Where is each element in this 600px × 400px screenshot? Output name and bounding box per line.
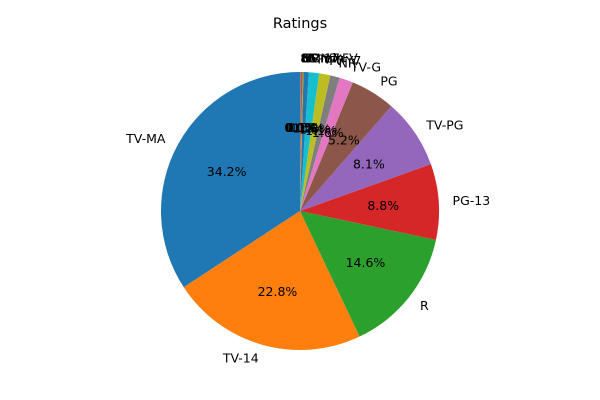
slice-percent-label: 0.1% [285,120,317,135]
slice-percent-label: 0.0% [284,120,316,135]
slice-percent-label: 1.6% [312,125,344,140]
pie-slice-tv-g [300,77,353,211]
slice-label: UR [302,51,320,66]
pie-slice-nc-17 [300,72,302,211]
slice-percent-label: 0.0% [285,120,317,135]
slice-label: NC-17 [301,51,340,66]
slice-percent-label: 8.8% [367,198,399,213]
pie-slice-tv-y7-fv [300,72,304,211]
slice-label: TV-Y7 [326,53,361,68]
slice-label: TV-MA [125,131,166,146]
slice-label: PG-13 [453,193,491,208]
slice-label: TV-PG [425,117,463,132]
slices-layer [160,72,439,350]
slice-label: PG [380,73,397,88]
pie-slice-pg [300,82,392,211]
pie-slice-r [300,211,436,337]
slice-label: TV-Y [314,51,341,66]
slice-percent-label: 1.1% [305,123,337,138]
slice-percent-label: 5.2% [328,133,360,148]
pie-slice-tv-y [300,72,320,211]
slice-label: TV-G [350,59,381,74]
slice-percent-label: 8.1% [353,156,385,171]
slice-percent-label: 1.3% [299,121,331,136]
slice-label: TV-Y7-FV [302,51,358,66]
pie-slice-tv-pg [300,106,431,211]
slice-label: 66 min [301,51,344,66]
pie-slice-nr [300,75,340,211]
slice-percent-label: 0.1% [286,120,318,135]
slice-label: R [420,298,429,313]
slice-percent-label: 22.8% [258,284,298,299]
labels-layer: TV-MA TV-14 R PG-13 TV-PG PGTV-GNRTV-Y7TV-YGT… [125,51,490,366]
slice-percent-label: 0.0% [285,120,317,135]
slice-label: 84 min [300,51,343,66]
pie-slice-ur [300,72,303,212]
slice-percent-label: 14.6% [346,255,386,270]
slice-label: G [307,51,317,66]
slice-percent-label: 1.2% [292,121,324,136]
pie-slice-pg-13 [300,164,439,240]
pie-slice-tv-y7 [300,73,331,211]
pie-slice-g [300,72,309,212]
pie-slice-66-min [300,72,301,211]
chart-title: Ratings [273,16,327,32]
pie-slice-tv-14 [183,211,360,350]
slice-label: NR [339,56,357,71]
pie-slice-tv-ma [160,72,300,288]
slice-percent-label: 0.6% [288,120,320,135]
slice-label: TV-14 [222,351,259,366]
slice-percent-label: 34.2% [207,164,247,179]
percent-labels-layer: 34.2% 22.8% 14.6% 8.8% 8.1% 5.2%1.6%1.1%1.3%1… [207,120,399,299]
